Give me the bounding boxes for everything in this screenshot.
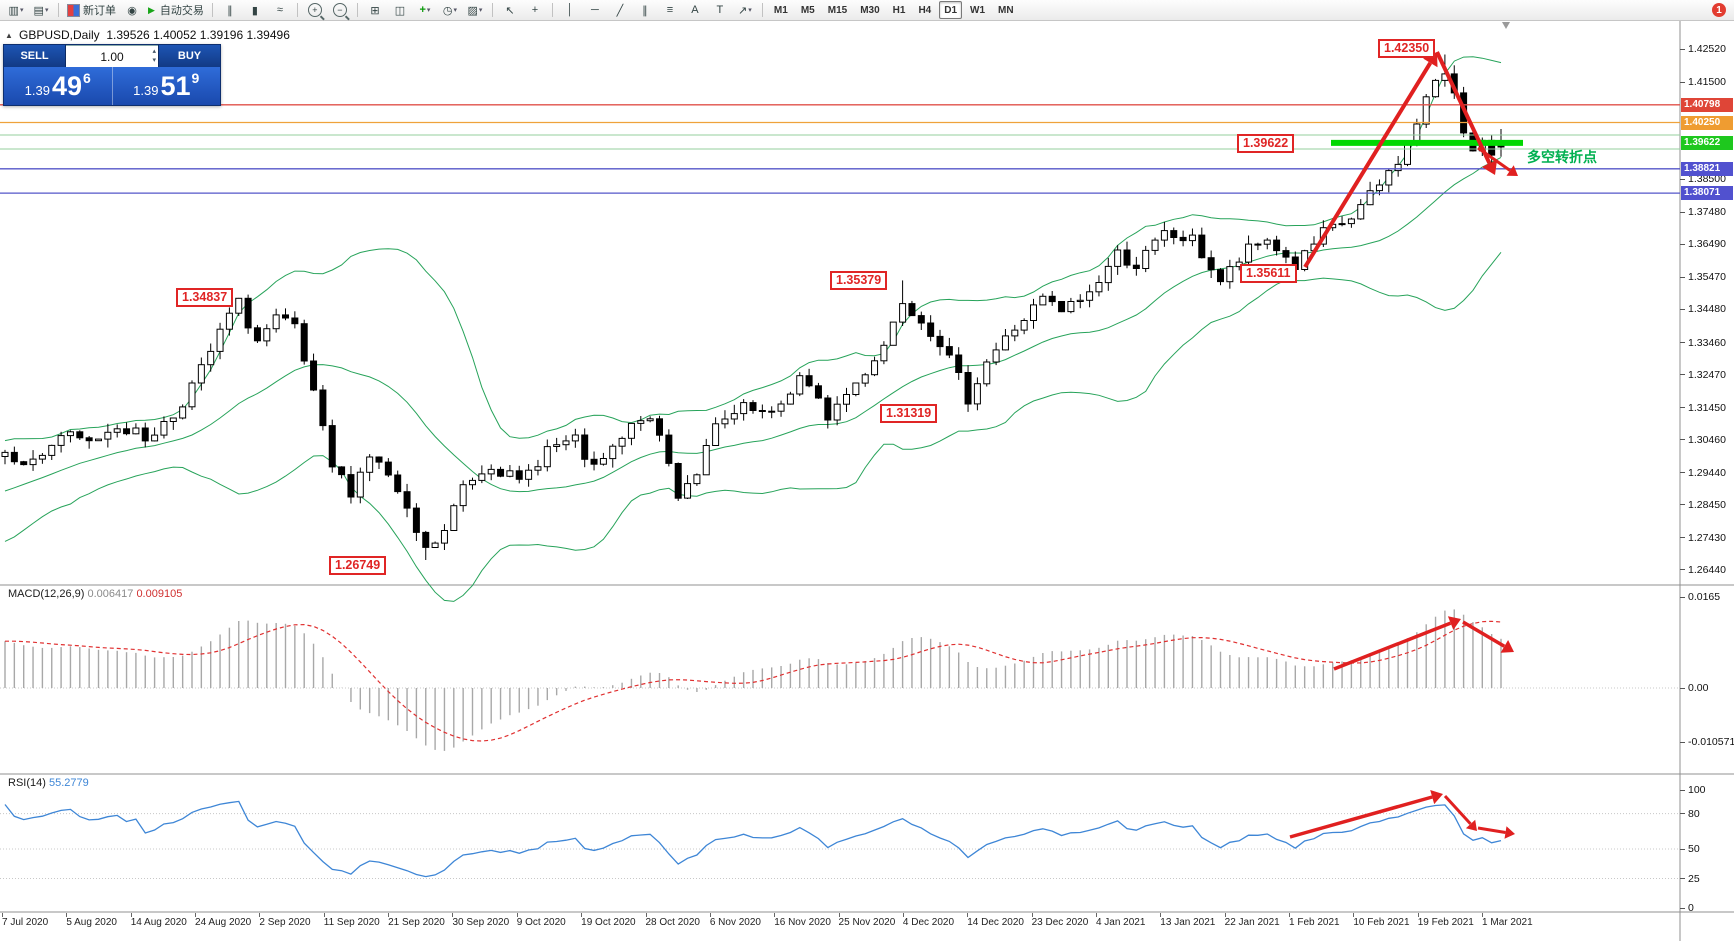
trend-arrow[interactable] <box>1333 616 1461 671</box>
buy-price-point: 9 <box>191 70 200 86</box>
rsi-value: 55.2779 <box>48 777 89 789</box>
market-watch-icon[interactable]: ◉ <box>127 4 137 17</box>
buy-price[interactable]: 1.39 51 9 <box>113 67 221 105</box>
lot-size-field[interactable]: 1.00 ▴ ▾ <box>66 45 158 67</box>
toolbar-separator <box>58 3 59 17</box>
text-icon[interactable]: A <box>691 4 699 16</box>
period-icon[interactable]: ◷ ▾ <box>442 4 457 17</box>
new-order-button[interactable]: 新订单 <box>64 1 119 20</box>
bar-chart-icon[interactable]: ∥ <box>227 4 233 17</box>
chart-shift-marker <box>1502 22 1510 29</box>
trend-arrow[interactable] <box>1289 790 1443 839</box>
price-divider <box>111 67 113 105</box>
trend-arrow[interactable] <box>1477 146 1518 176</box>
toolbar-separator <box>491 3 493 17</box>
sell-price-big-figure: 1.39 <box>24 82 50 98</box>
timeframe-D1-button[interactable]: D1 <box>939 1 963 19</box>
symbol-ohlc-line: GBPUSD,Daily 1.39526 1.40052 1.39196 1.3… <box>19 28 290 42</box>
buy-price-big-figure: 1.39 <box>133 82 159 98</box>
macd-value: 0.006417 <box>87 588 134 600</box>
timeframe-M1-button[interactable]: M1 <box>773 4 788 16</box>
timeframe-H1-button[interactable]: H1 <box>892 4 906 16</box>
trendline-icon[interactable]: ╱ <box>616 4 624 17</box>
autotrading-button[interactable]: ▶ 自动交易 <box>148 4 204 18</box>
spin-down-icon[interactable]: ▾ <box>152 57 156 64</box>
panel-frame <box>0 20 1734 941</box>
rsi-indicator <box>0 800 1680 879</box>
candlesticks[interactable] <box>1 54 1505 561</box>
crosshair-icon[interactable]: + <box>531 4 539 16</box>
vertical-line-icon[interactable]: │ <box>566 4 574 16</box>
timeframe-MN-button[interactable]: MN <box>998 4 1014 16</box>
notification-badge[interactable]: 1 <box>1712 3 1726 17</box>
zoom-in-icon[interactable]: + <box>303 1 327 20</box>
tile-windows-icon[interactable]: ⊞ <box>370 4 380 17</box>
new-chart-icon[interactable]: ▥ ▾ <box>8 4 24 17</box>
one-click-collapse-arrow[interactable]: ▲ <box>5 31 13 40</box>
fibonacci-icon[interactable]: ≡ <box>666 4 674 16</box>
toolbar-separator <box>761 3 763 17</box>
arrows-icon[interactable]: ↗ ▾ <box>738 4 752 17</box>
macd-label: MACD(12,26,9) 0.006417 0.009105 <box>8 588 182 600</box>
buy-button[interactable]: BUY <box>158 45 220 67</box>
order-icon <box>67 3 80 17</box>
macd-indicator <box>0 609 1680 751</box>
profiles-icon[interactable]: ▤ ▾ <box>33 4 49 17</box>
spin-up-icon[interactable]: ▴ <box>152 48 156 55</box>
line-chart-icon[interactable]: ≈ <box>276 4 283 16</box>
trend-arrow[interactable] <box>1443 794 1477 831</box>
zoom-out-icon[interactable]: − <box>328 1 352 20</box>
horizontal-line-icon[interactable]: ─ <box>591 4 599 16</box>
rsi-label: RSI(14) 55.2779 <box>8 777 89 789</box>
sell-price-pips: 49 <box>51 71 83 101</box>
timeframe-M15-button[interactable]: M15 <box>827 4 848 16</box>
macd-signal-value: 0.009105 <box>136 588 183 600</box>
candlestick-chart-icon[interactable]: ▮ <box>251 4 258 17</box>
sell-price-point: 6 <box>83 70 91 86</box>
rsi-title: RSI(14) <box>8 777 46 789</box>
timeframe-M5-button[interactable]: M5 <box>800 4 815 16</box>
arrange-windows-icon[interactable]: ◫ <box>394 4 406 17</box>
toolbar-separator <box>211 3 213 17</box>
lot-size-value: 1.00 <box>100 49 124 64</box>
trend-arrow[interactable] <box>1435 51 1498 175</box>
trend-arrow[interactable] <box>1303 52 1438 269</box>
lot-spinner[interactable]: ▴ ▾ <box>152 47 156 65</box>
trend-arrow[interactable] <box>1462 620 1514 653</box>
trend-arrow[interactable] <box>1477 826 1515 839</box>
templates-icon[interactable]: ▨ ▾ <box>467 4 483 17</box>
chart-objects[interactable] <box>0 51 1680 839</box>
new-indicator-icon[interactable]: + ▾ <box>419 4 431 16</box>
macd-title: MACD(12,26,9) <box>8 588 85 600</box>
sell-price[interactable]: 1.39 49 6 <box>4 67 112 105</box>
toolbar-separator <box>551 3 553 17</box>
play-icon: ▶ <box>148 4 155 15</box>
label-icon[interactable]: T <box>716 4 724 16</box>
timeframe-M30-button[interactable]: M30 <box>860 4 880 16</box>
toolbar-separator <box>296 3 298 17</box>
sell-button[interactable]: SELL <box>4 45 66 67</box>
main-toolbar: ▥ ▾ ▤ ▾ 新订单 ◉ ▶ 自动交易 ∥ ▮ ≈ + − ⊞ ◫ + ▾ ◷ ▾ ▨ ▾ ↖ + │ ─ ╱ ∥ ≡ A T ↗ ▾ M1 M… <box>0 0 1734 21</box>
timeframe-H4-button[interactable]: H4 <box>918 4 932 16</box>
timeframe-W1-button[interactable]: W1 <box>970 4 986 16</box>
cursor-icon[interactable]: ↖ <box>505 4 515 17</box>
one-click-trading-panel: SELL 1.00 ▴ ▾ BUY 1.39 49 6 1.39 51 9 <box>3 44 221 106</box>
buy-price-pips: 51 <box>160 71 191 101</box>
channel-icon[interactable]: ∥ <box>642 4 648 17</box>
toolbar-separator <box>356 3 358 17</box>
